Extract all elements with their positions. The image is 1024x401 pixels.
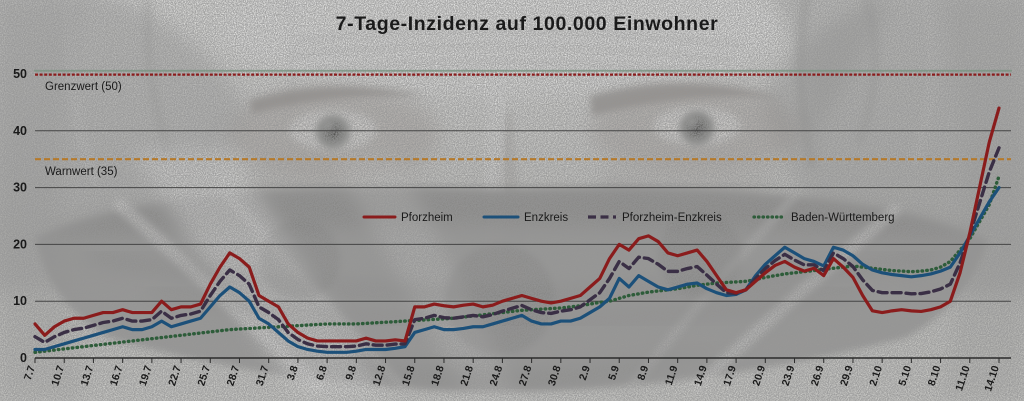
svg-text:Grenzwert (50): Grenzwert (50) bbox=[45, 81, 122, 93]
svg-text:16.7: 16.7 bbox=[108, 364, 126, 387]
svg-text:28.7: 28.7 bbox=[225, 364, 243, 387]
svg-text:40: 40 bbox=[13, 124, 27, 138]
svg-text:30.8: 30.8 bbox=[546, 364, 564, 387]
svg-text:7.7: 7.7 bbox=[22, 364, 38, 382]
svg-text:9.8: 9.8 bbox=[343, 364, 359, 382]
svg-text:26.9: 26.9 bbox=[809, 364, 827, 387]
svg-text:20.9: 20.9 bbox=[750, 364, 768, 387]
svg-text:2.9: 2.9 bbox=[577, 364, 593, 382]
svg-text:Pforzheim-Enzkreis: Pforzheim-Enzkreis bbox=[622, 212, 722, 224]
svg-text:8.10: 8.10 bbox=[926, 364, 944, 387]
svg-text:29.9: 29.9 bbox=[838, 364, 856, 387]
svg-text:Warnwert (35): Warnwert (35) bbox=[45, 166, 118, 178]
svg-text:15.8: 15.8 bbox=[400, 364, 418, 387]
svg-text:5.9: 5.9 bbox=[606, 364, 622, 382]
svg-text:0: 0 bbox=[20, 351, 27, 365]
svg-text:11.9: 11.9 bbox=[663, 364, 681, 387]
svg-text:12.8: 12.8 bbox=[371, 364, 389, 387]
svg-text:17.9: 17.9 bbox=[721, 364, 739, 387]
svg-text:6.8: 6.8 bbox=[314, 364, 330, 382]
svg-text:3.8: 3.8 bbox=[285, 364, 301, 382]
svg-text:31.7: 31.7 bbox=[254, 364, 272, 387]
svg-text:22.7: 22.7 bbox=[166, 364, 184, 387]
svg-text:Baden-Württemberg: Baden-Württemberg bbox=[791, 212, 895, 224]
svg-text:19.7: 19.7 bbox=[137, 364, 155, 387]
svg-text:30: 30 bbox=[13, 181, 27, 195]
svg-text:21.8: 21.8 bbox=[458, 364, 476, 387]
svg-text:20: 20 bbox=[13, 237, 27, 251]
svg-text:50: 50 bbox=[13, 67, 27, 81]
svg-text:10.7: 10.7 bbox=[49, 364, 67, 387]
svg-text:Enzkreis: Enzkreis bbox=[524, 212, 568, 224]
svg-text:25.7: 25.7 bbox=[195, 364, 213, 387]
svg-text:23.9: 23.9 bbox=[780, 364, 798, 387]
svg-text:10: 10 bbox=[13, 294, 27, 308]
svg-text:14.9: 14.9 bbox=[692, 364, 710, 387]
svg-text:5.10: 5.10 bbox=[896, 364, 914, 387]
svg-text:2.10: 2.10 bbox=[867, 364, 885, 387]
svg-text:13.7: 13.7 bbox=[79, 364, 97, 387]
svg-text:11.10: 11.10 bbox=[953, 364, 972, 392]
svg-text:24.8: 24.8 bbox=[488, 364, 506, 387]
svg-text:18.8: 18.8 bbox=[429, 364, 447, 387]
svg-text:Pforzheim: Pforzheim bbox=[401, 212, 453, 224]
svg-text:8.9: 8.9 bbox=[635, 364, 651, 382]
svg-text:14.10: 14.10 bbox=[982, 364, 1002, 393]
svg-text:27.8: 27.8 bbox=[517, 364, 535, 387]
